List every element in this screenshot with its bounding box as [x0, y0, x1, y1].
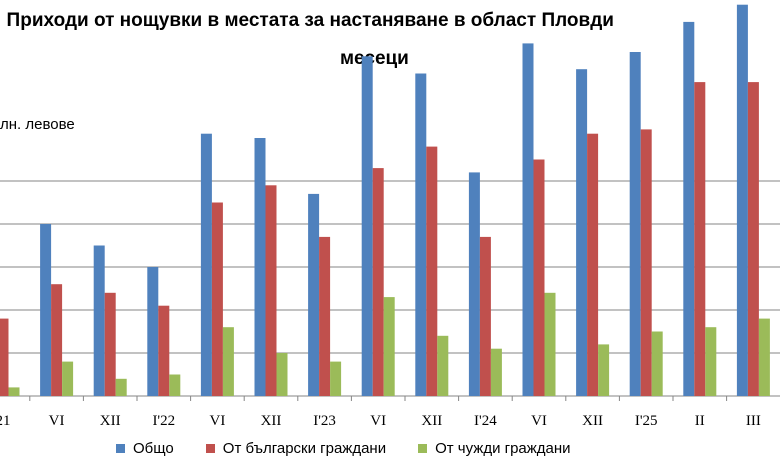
bar-total — [254, 138, 266, 396]
x-axis-tick-label: XII — [261, 413, 282, 429]
bar-foreign — [115, 378, 127, 396]
bar-bulgarian — [694, 82, 706, 396]
bar-foreign — [62, 361, 74, 396]
bar-bulgarian — [211, 202, 223, 396]
legend-swatch-bulgarian — [205, 444, 215, 453]
bar-total — [522, 43, 534, 397]
x-axis-tick-label: XII — [100, 413, 121, 429]
bar-total — [147, 267, 159, 396]
bar-bulgarian — [158, 305, 170, 396]
bar-bulgarian — [319, 236, 331, 396]
bar-bulgarian — [479, 236, 491, 396]
bar-foreign — [490, 348, 502, 396]
x-axis-tick-label: VI — [49, 413, 65, 429]
bar-total — [576, 69, 588, 396]
x-axis-tick-label: VI — [531, 413, 547, 429]
legend-label-bulgarian: От български граждани — [222, 440, 387, 457]
x-axis-tick-label: III — [746, 413, 761, 429]
bar-total — [468, 172, 480, 396]
bar-total — [40, 224, 52, 396]
chart-legend: Общо От български граждани От чужди граж… — [116, 440, 571, 457]
bar-bulgarian — [51, 284, 63, 396]
x-axis-tick-label: XII — [582, 413, 603, 429]
bar-bulgarian — [104, 292, 116, 396]
bar-total — [361, 56, 373, 397]
x-axis-tick-label: II — [695, 413, 705, 429]
bar-bulgarian — [640, 129, 652, 396]
legend-item-foreign: От чужди граждани — [418, 440, 571, 457]
bar-bulgarian — [265, 185, 277, 396]
bar-total — [93, 245, 105, 396]
bar-bulgarian — [426, 146, 438, 396]
bar-foreign — [598, 344, 610, 396]
bar-foreign — [651, 331, 663, 396]
x-axis-tick-label: VI — [370, 413, 386, 429]
bar-total — [683, 21, 695, 397]
bar-foreign — [330, 361, 342, 396]
bar-bulgarian — [0, 318, 9, 396]
bar-foreign — [758, 318, 770, 396]
legend-item-total: Общо — [116, 440, 174, 457]
x-axis-tick-label: I'24 — [474, 413, 497, 429]
bar-foreign — [276, 353, 288, 396]
legend-label-total: Общо — [133, 440, 174, 457]
bar-bulgarian — [747, 82, 759, 396]
bar-foreign — [383, 297, 395, 396]
legend-swatch-total — [116, 444, 125, 453]
x-axis-tick-label: I'23 — [313, 413, 336, 429]
bar-foreign — [8, 387, 20, 396]
bar-foreign — [437, 335, 449, 396]
bar-total — [308, 193, 320, 396]
x-axis-tick-label: 21 — [0, 413, 11, 429]
bar-bulgarian — [372, 168, 384, 396]
bar-total — [736, 4, 748, 396]
x-axis-tick-label: I'22 — [152, 413, 175, 429]
x-axis-tick-label: VI — [209, 413, 225, 429]
x-axis-tick-label: XII — [421, 413, 442, 429]
bar-total — [415, 73, 427, 396]
y-axis-unit-label: лн. левове — [0, 116, 75, 133]
bar-foreign — [222, 327, 234, 396]
bar-total — [629, 52, 641, 396]
bar-foreign — [169, 374, 181, 396]
bar-total — [200, 133, 212, 396]
chart-title-line-2: месеци — [340, 48, 409, 69]
bar-foreign — [705, 327, 717, 396]
bar-foreign — [544, 292, 556, 396]
bar-bulgarian — [587, 133, 599, 396]
legend-item-bulgarian: От български граждани — [205, 440, 387, 457]
x-axis-tick-label: I'25 — [635, 413, 658, 429]
chart-title-line-1: . Приходи от нощувки в местата за настан… — [0, 10, 614, 31]
legend-swatch-foreign — [418, 444, 428, 453]
bar-bulgarian — [533, 159, 545, 396]
legend-label-foreign: От чужди граждани — [435, 440, 571, 457]
